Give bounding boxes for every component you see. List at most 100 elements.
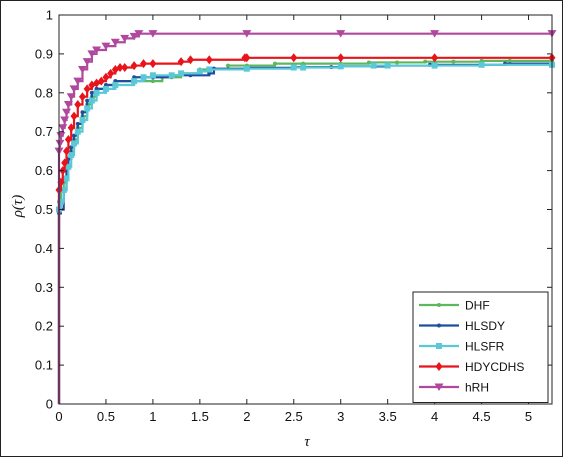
marker-hlsfr-point-14 bbox=[112, 82, 119, 89]
marker-hlsfr-point-10 bbox=[84, 105, 91, 112]
marker-hlsfr-point-18 bbox=[168, 72, 175, 79]
legend-entry-hrh: hRH bbox=[419, 381, 489, 395]
legend-label-hlsdy: HLSDY bbox=[465, 319, 505, 333]
marker-hdycdhs-point-6 bbox=[64, 134, 72, 144]
y-tick-label-8: 0.8 bbox=[35, 85, 53, 100]
marker-hlsfr-point-11 bbox=[88, 97, 95, 104]
marker-hrh-point-19 bbox=[134, 30, 144, 38]
marker-hlsfr-point-13 bbox=[102, 85, 109, 92]
marker-hdycdhs-point-7 bbox=[67, 123, 75, 133]
axes-layer: 0 0.5 1 1.5 2 2.5 3 3.5 4 4.5 5 0 0.1 0.2 0.3 0.4 0.5 0.6… bbox=[35, 8, 553, 424]
marker-dhf-point-32 bbox=[507, 58, 512, 63]
y-axis-label: ρ(τ) bbox=[10, 195, 26, 219]
legend-entry-dhf: DHF bbox=[419, 299, 490, 313]
marker-hlsdy-point-9 bbox=[80, 110, 85, 115]
marker-hdycdhs-point-19 bbox=[121, 63, 129, 73]
marker-hrh-point-16 bbox=[110, 38, 120, 47]
marker-hdycdhs-point-4 bbox=[61, 158, 69, 168]
marker-hrh-point-15 bbox=[101, 42, 111, 51]
marker-hlsfr-point-20 bbox=[196, 68, 203, 75]
marker-hdycdhs-point-10 bbox=[78, 92, 86, 102]
legend-marker-hrh-point-0 bbox=[434, 383, 444, 391]
marker-hlsfr-point-6 bbox=[68, 152, 75, 159]
marker-hrh-point-5 bbox=[60, 116, 70, 125]
marker-hdycdhs-point-9 bbox=[74, 99, 82, 109]
legend-label-hdycdhs: HDYCDHS bbox=[465, 360, 524, 374]
y-tick-label-1: 0.1 bbox=[35, 358, 53, 373]
y-tick-label-2: 0.2 bbox=[35, 319, 53, 334]
marker-hlsfr-point-27 bbox=[384, 62, 391, 69]
marker-hrh-point-21 bbox=[242, 30, 252, 38]
marker-hdycdhs-point-21 bbox=[140, 59, 148, 69]
marker-dhf-point-27 bbox=[366, 60, 371, 65]
marker-hrh-point-10 bbox=[73, 77, 83, 86]
marker-hdycdhs-point-22 bbox=[149, 59, 157, 69]
marker-dhf-point-24 bbox=[272, 61, 277, 66]
x-axis-label: τ bbox=[304, 434, 310, 450]
series-layer bbox=[54, 30, 557, 404]
marker-hrh-point-11 bbox=[77, 65, 87, 74]
x-tick-label-8: 4 bbox=[431, 409, 438, 424]
legend-label-hrh: hRH bbox=[465, 381, 489, 395]
marker-hrh-point-22 bbox=[336, 30, 346, 38]
marker-hdycdhs-point-29 bbox=[337, 53, 345, 63]
y-tick-label-7: 0.7 bbox=[35, 124, 53, 139]
marker-hrh-point-9 bbox=[69, 85, 79, 93]
x-tick-label-9: 4.5 bbox=[473, 409, 491, 424]
marker-hlsfr-point-25 bbox=[337, 63, 344, 70]
marker-hlsfr-point-7 bbox=[71, 140, 78, 147]
marker-hdycdhs-point-8 bbox=[70, 111, 78, 121]
legend-entry-hlsdy: HLSDY bbox=[419, 319, 505, 333]
y-tick-label-3: 0.3 bbox=[35, 280, 53, 295]
x-tick-label-1: 0.5 bbox=[97, 409, 115, 424]
marker-hdycdhs-point-25 bbox=[205, 55, 213, 65]
y-tick-label-6: 0.6 bbox=[35, 163, 53, 178]
marker-hdycdhs-point-18 bbox=[116, 63, 124, 73]
marker-hlsfr-point-8 bbox=[74, 128, 81, 135]
legend-marker-hdycdhs-point-0 bbox=[435, 362, 443, 371]
marker-hlsdy-point-8 bbox=[75, 121, 80, 126]
marker-hlsfr-point-3 bbox=[60, 187, 67, 194]
marker-hlsfr-point-29 bbox=[478, 61, 485, 68]
marker-dhf-point-16 bbox=[150, 79, 155, 84]
y-tick-label-10: 1 bbox=[46, 8, 53, 23]
legend-marker-dhf-point-0 bbox=[437, 303, 441, 307]
y-tick-label-4: 0.4 bbox=[35, 241, 53, 256]
marker-hdycdhs-point-16 bbox=[107, 68, 115, 78]
marker-hdycdhs-point-30 bbox=[431, 53, 439, 63]
marker-hrh-point-2 bbox=[55, 139, 65, 148]
marker-hdycdhs-point-23 bbox=[177, 57, 185, 67]
marker-hlsdy-point-10 bbox=[85, 98, 90, 103]
marker-hrh-point-12 bbox=[82, 58, 92, 66]
marker-hlsfr-point-26 bbox=[370, 62, 377, 69]
marker-hlsfr-point-24 bbox=[300, 64, 307, 71]
marker-hlsfr-point-2 bbox=[57, 198, 64, 205]
y-tick-label-9: 0.9 bbox=[35, 46, 53, 61]
marker-hlsfr-point-12 bbox=[93, 89, 100, 96]
marker-hlsfr-point-17 bbox=[149, 72, 156, 79]
marker-hdycdhs-point-28 bbox=[290, 53, 298, 63]
x-tick-label-0: 0 bbox=[55, 409, 62, 424]
marker-hrh-point-18 bbox=[129, 32, 139, 41]
series-hrh bbox=[54, 30, 557, 404]
legend: DHF HLSDY HLSFR HDYCDHS hRH bbox=[412, 291, 549, 403]
marker-dhf-point-22 bbox=[226, 63, 231, 68]
marker-hlsfr-point-19 bbox=[178, 70, 185, 77]
legend-entry-hlsfr: HLSFR bbox=[419, 340, 505, 354]
marker-hdycdhs-point-20 bbox=[130, 61, 138, 71]
marker-hlsfr-point-23 bbox=[290, 64, 297, 71]
marker-hrh-point-13 bbox=[87, 50, 97, 58]
x-tick-label-6: 3 bbox=[337, 409, 344, 424]
marker-dhf-point-30 bbox=[451, 59, 456, 64]
marker-hlsfr-point-9 bbox=[79, 117, 86, 124]
marker-hlsdy-point-11 bbox=[89, 90, 94, 95]
marker-hrh-point-6 bbox=[62, 108, 72, 117]
x-tick-label-3: 1.5 bbox=[191, 409, 209, 424]
legend-entry-hdycdhs: HDYCDHS bbox=[419, 360, 524, 374]
marker-hrh-point-8 bbox=[66, 93, 76, 101]
marker-hlsfr-point-22 bbox=[243, 65, 250, 72]
marker-hrh-point-4 bbox=[58, 124, 68, 132]
marker-hdycdhs-point-27 bbox=[243, 53, 251, 63]
y-tick-label-5: 0.5 bbox=[35, 202, 53, 217]
